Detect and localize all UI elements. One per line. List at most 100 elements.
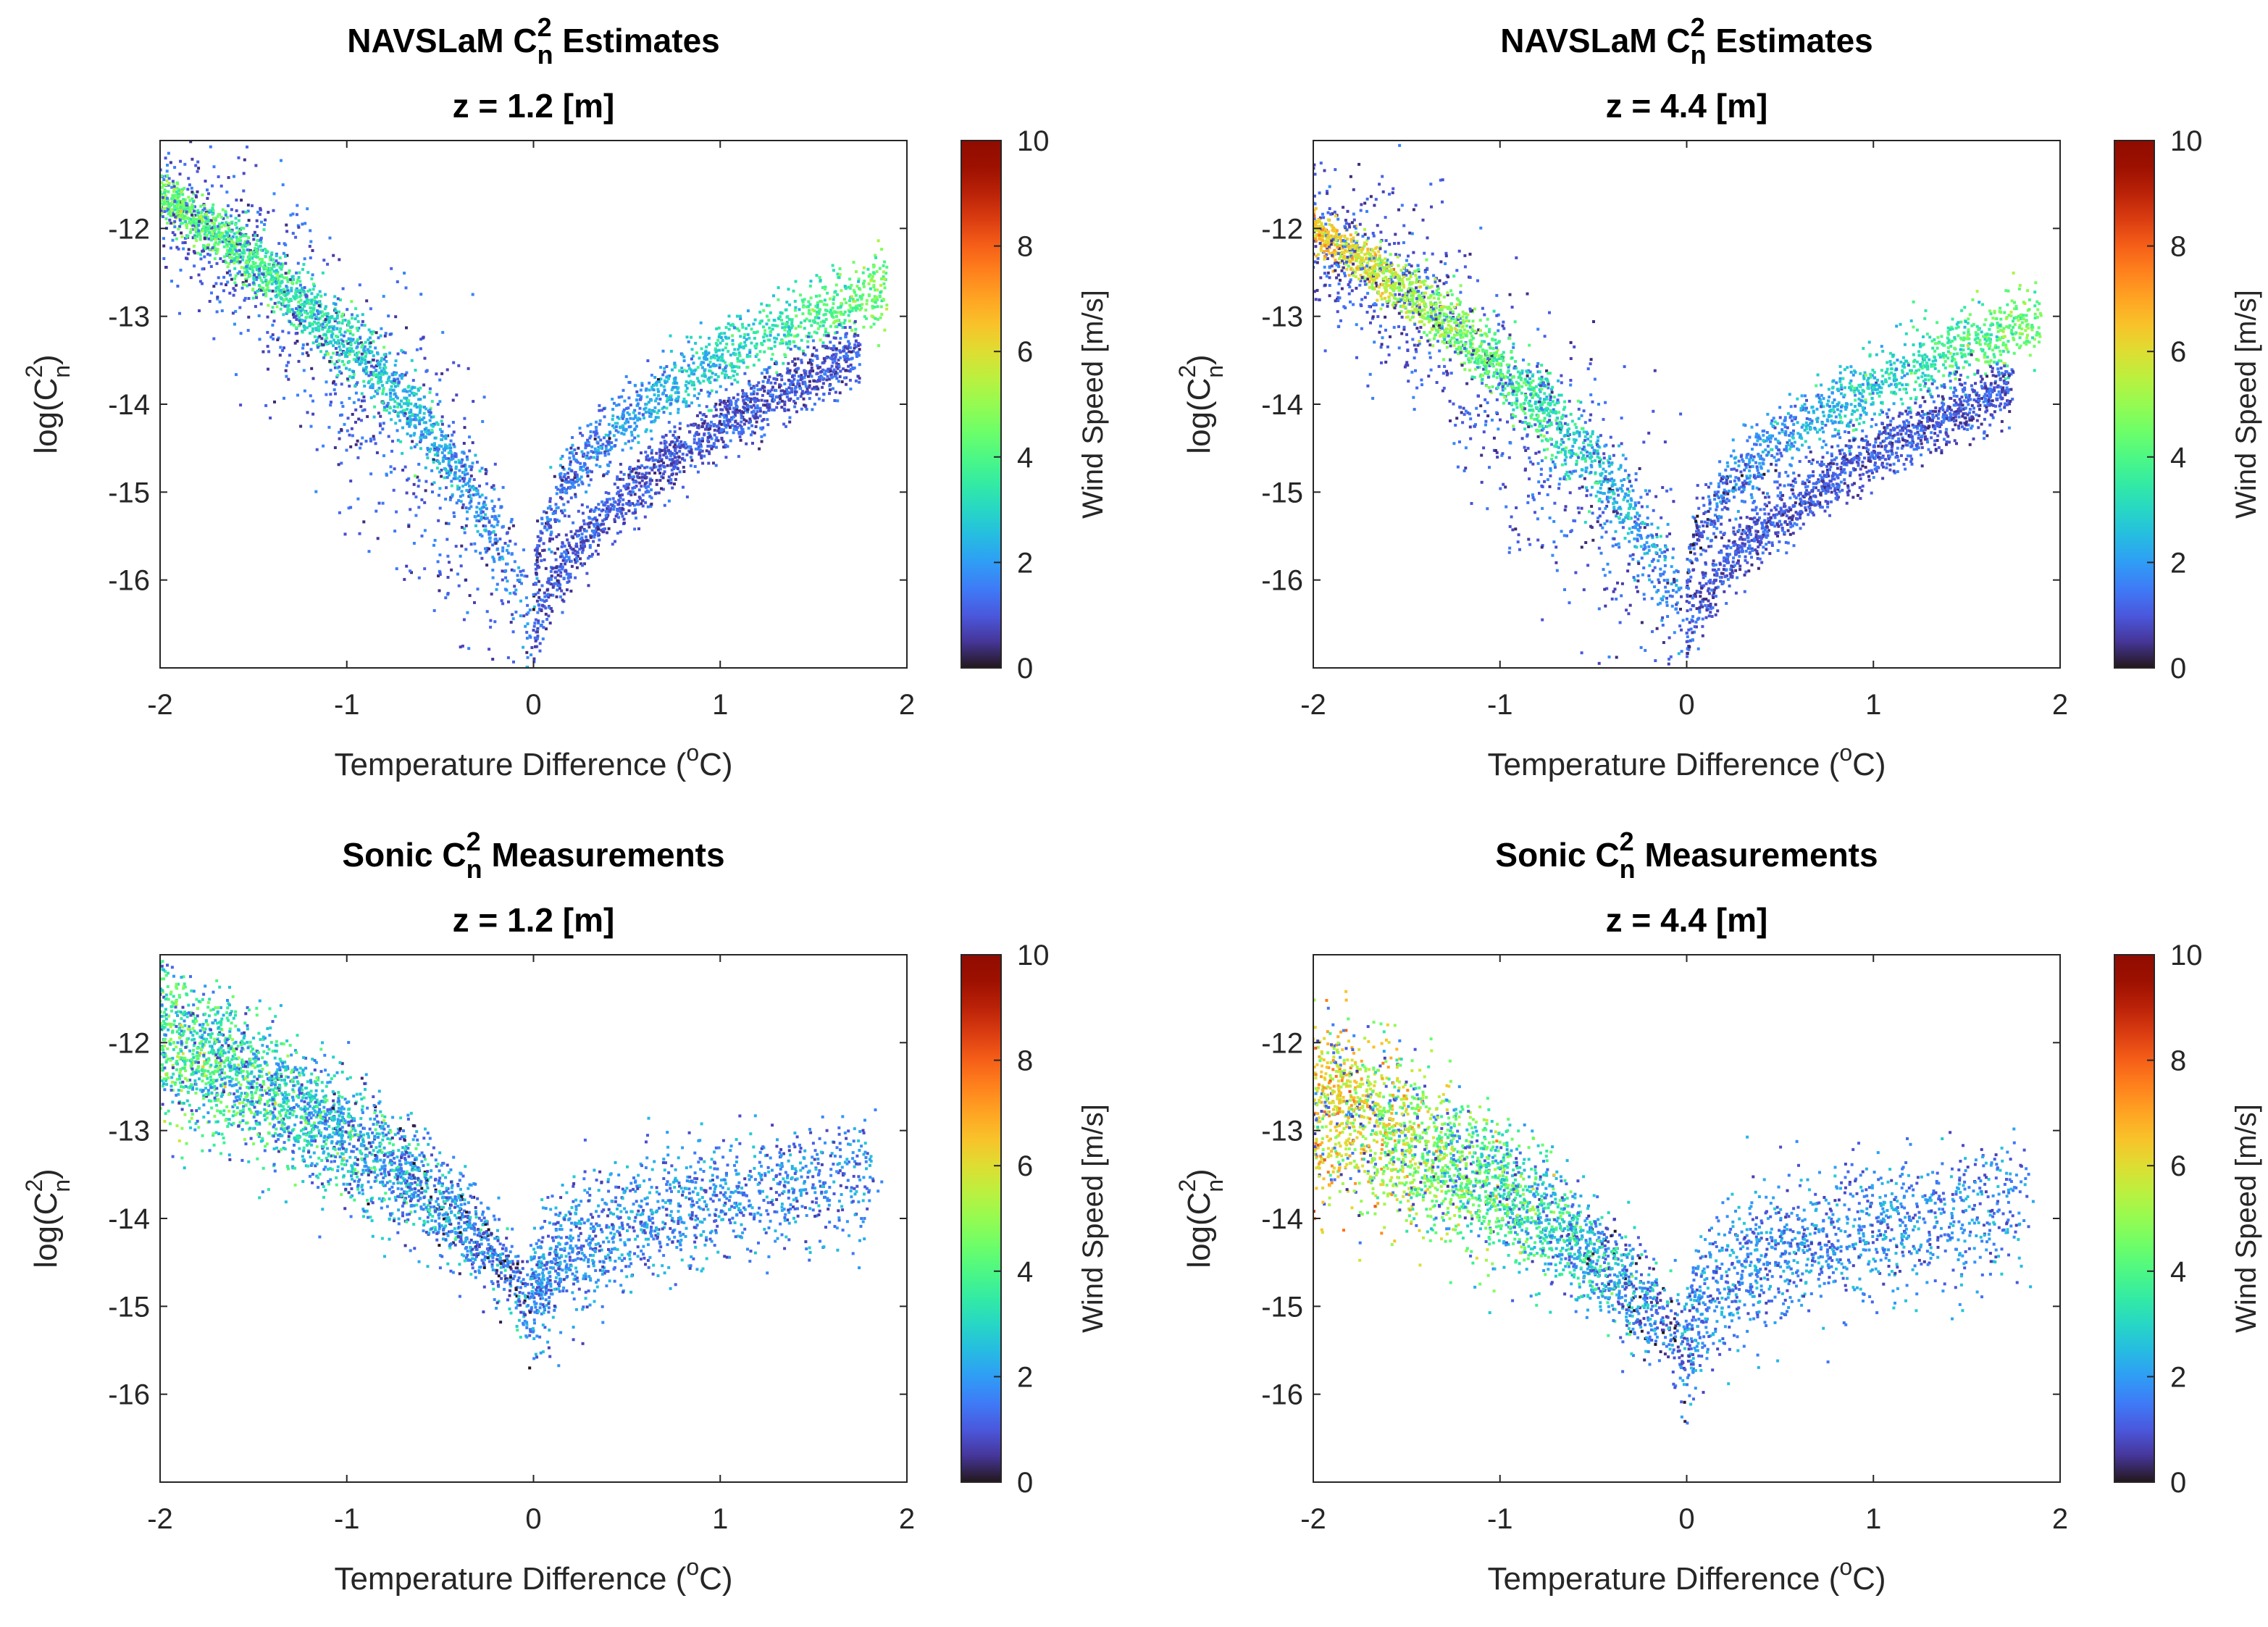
scatter-point [180,235,184,238]
scatter-point [488,532,492,535]
scatter-point [180,190,183,193]
scatter-point [438,589,441,593]
scatter-point [809,361,812,364]
scatter-point [563,544,566,548]
scatter-point [205,235,209,239]
scatter-point [419,433,423,437]
scatter-point [842,322,846,325]
scatter-point [622,428,625,432]
scatter-point [367,380,371,383]
scatter-point [432,415,435,419]
scatter-point [400,405,403,409]
scatter-point [824,330,827,334]
scatter-point [254,291,257,295]
scatter-point [309,301,313,305]
scatter-point [296,262,300,265]
scatter-point [541,598,545,602]
scatter-point [702,380,706,383]
scatter-point [338,430,341,434]
scatter-point [230,244,233,248]
scatter-point [335,317,339,319]
scatter-point [371,386,374,390]
scatter-point [732,396,735,400]
scatter-point [405,491,409,495]
scatter-point [212,217,215,220]
scatter-point [567,541,571,545]
scatter-point [317,321,320,325]
scatter-point [396,384,400,388]
scatter-point [175,246,179,249]
scatter-point [311,322,314,326]
scatter-point [862,285,866,288]
scatter-point [311,308,315,311]
scatter-point [391,388,395,392]
scatter-point [269,335,273,339]
scatter-point [650,502,653,506]
scatter-point [269,272,273,276]
scatter-point [230,248,234,252]
scatter-point [694,447,698,451]
scatter-point [285,254,289,257]
scatter-point [304,311,307,314]
scatter-point [555,570,558,574]
scatter-point [489,619,493,622]
scatter-point [485,507,488,511]
scatter-point [650,420,653,424]
scatter-point [361,367,365,370]
scatter-point [719,359,723,362]
scatter-point [263,262,267,266]
scatter-point [627,420,630,424]
scatter-point [573,485,576,489]
scatter-point [650,496,653,500]
scatter-point [335,375,339,379]
scatter-point [232,293,235,297]
scatter-point [497,514,501,518]
scatter-point [182,205,185,209]
scatter-point [688,430,692,434]
scatter-point [442,459,445,463]
scatter-point [457,584,461,587]
scatter-point [829,340,832,344]
scatter-point [177,199,180,203]
scatter-point [233,277,237,280]
scatter-point [874,256,878,259]
scatter-point [218,240,222,243]
scatter-point [440,419,443,423]
scatter-point [793,357,797,361]
scatter-point [700,374,704,377]
scatter-point [740,322,744,326]
scatter-point [256,252,259,256]
scatter-point [164,156,167,160]
scatter-point [844,287,848,290]
scatter-point [851,298,855,301]
scatter-point [617,396,621,399]
scatter-point [468,464,472,468]
scatter-point [558,587,561,590]
scatter-point [361,319,364,323]
scatter-point [185,223,188,227]
scatter-point [855,293,858,297]
scatter-point [665,400,669,403]
scatter-point [363,349,367,353]
scatter-point [622,472,626,476]
scatter-point [308,288,311,292]
scatter-point [219,225,223,229]
scatter-point [597,446,601,449]
scatter-point [767,409,771,412]
scatter-point [387,314,390,318]
scatter-point [535,553,538,557]
scatter-point [311,412,315,416]
scatter-point [281,348,285,352]
scatter-point [409,402,413,406]
scatter-point [285,293,289,296]
scatter-point [377,336,380,340]
scatter-point [847,364,850,368]
scatter-point [856,298,859,302]
scatter-point [426,432,430,435]
scatter-point [222,217,225,220]
scatter-point [819,370,822,374]
scatter-point [672,467,676,470]
scatter-point [723,416,727,419]
scatter-point [448,498,452,501]
scatter-point [703,432,706,435]
